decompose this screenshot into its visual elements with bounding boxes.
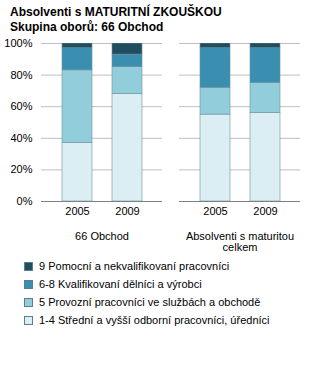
- svg-text:2009: 2009: [253, 205, 277, 217]
- svg-text:66 Obchod: 66 Obchod: [75, 230, 129, 242]
- html-text:6-8 Kvalifikovaní dělníci a vý: 6-8 Kvalifikovaní dělníci a výrobci: [39, 278, 202, 290]
- svg-text:2005: 2005: [203, 205, 227, 217]
- html-text:1-4 Střední a vyšší odborní pr: 1-4 Střední a vyšší odborní pracovníci, …: [39, 314, 270, 326]
- svg-text:100%: 100%: [4, 37, 32, 49]
- svg-text:0%: 0%: [17, 195, 33, 207]
- svg-text:40%: 40%: [10, 132, 32, 144]
- svg-text:20%: 20%: [10, 163, 32, 175]
- html-text:Absolventi s MATURITNÍ ZKOUŠKO: Absolventi s MATURITNÍ ZKOUŠKOU: [10, 5, 222, 19]
- svg-text:2005: 2005: [65, 205, 89, 217]
- svg-text:Absolventi s maturitoucelkem: Absolventi s maturitoucelkem: [186, 230, 294, 253]
- html-text:Skupina oborů: 66 Obchod: Skupina oborů: 66 Obchod: [10, 20, 164, 34]
- html-text:9 Pomocní a nekvalifikovaní pr: 9 Pomocní a nekvalifikovaní pracovníci: [39, 260, 230, 272]
- html-text:5 Provozní pracovníci ve služb: 5 Provozní pracovníci ve službách a obch…: [39, 296, 261, 308]
- svg-text:60%: 60%: [10, 100, 32, 112]
- svg-text:2009: 2009: [115, 205, 139, 217]
- svg-text:80%: 80%: [10, 69, 32, 81]
